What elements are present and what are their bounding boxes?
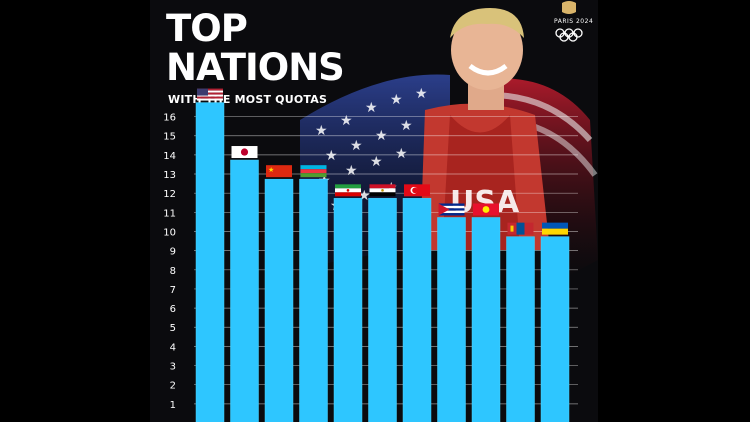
y-tick-label: 6 [170,304,176,315]
bar-iran [333,198,363,422]
y-tick-label: 1 [170,400,176,411]
bar-japan [230,159,259,422]
y-tick-label: 13 [163,170,176,181]
y-tick-label: 10 [163,227,176,238]
cuba-flag-icon [438,203,465,216]
bar-kyrgyzstan [471,217,501,422]
svg-text:★: ★ [315,123,328,139]
y-tick-label: 8 [170,266,176,277]
svg-text:★: ★ [325,148,338,164]
bar-ukraine [540,236,570,422]
china-flag-icon: ★ [266,165,292,178]
y-tick-label: 11 [163,208,176,219]
svg-text:★: ★ [340,113,353,129]
bar-usa [195,102,225,422]
svg-text:★: ★ [350,138,363,154]
svg-text:★: ★ [365,100,378,116]
y-tick-label: 7 [170,285,176,296]
ukraine-flag-icon [542,222,568,235]
y-tick-label: 3 [170,362,176,373]
paris-2024-logo-text: PARIS 2024 [554,18,594,25]
bar-mongolia [506,236,535,422]
svg-text:★: ★ [370,154,383,170]
title-line-2: NATIONS [166,46,345,89]
svg-text:★: ★ [268,166,274,174]
kyrgyzstan-flag-icon [473,203,499,216]
usa-flag-icon [197,88,223,101]
svg-text:★: ★ [390,92,403,108]
turkey-flag-icon [404,184,430,197]
svg-text:★: ★ [400,118,413,134]
japan-flag-icon [231,146,258,159]
y-tick-label: 9 [170,247,176,258]
bar-turkey [402,198,432,422]
bar-cuba [437,217,466,422]
svg-text:★: ★ [345,163,358,179]
egypt-flag-icon [369,184,396,197]
y-tick-label: 15 [163,132,176,143]
mongolia-flag-icon [507,222,534,235]
svg-text:★: ★ [415,86,428,102]
y-tick-label: 14 [163,151,176,162]
y-tick-label: 4 [170,342,176,353]
y-tick-label: 16 [163,113,176,124]
bar-china [264,178,294,422]
y-tick-label: 5 [170,323,176,334]
y-tick-label: 2 [170,381,176,392]
iran-flag-icon [335,184,361,197]
bar-azerbaijan [299,178,328,422]
title-line-1: TOP [166,7,248,50]
graphic-panel: ★★★★★ ★★★★ ★★★★ ★★★ ★★ USA [150,0,598,422]
y-tick-label: 12 [163,189,176,200]
svg-text:★: ★ [395,146,408,162]
bar-egypt [368,198,397,422]
azerbaijan-flag-icon [300,165,327,178]
